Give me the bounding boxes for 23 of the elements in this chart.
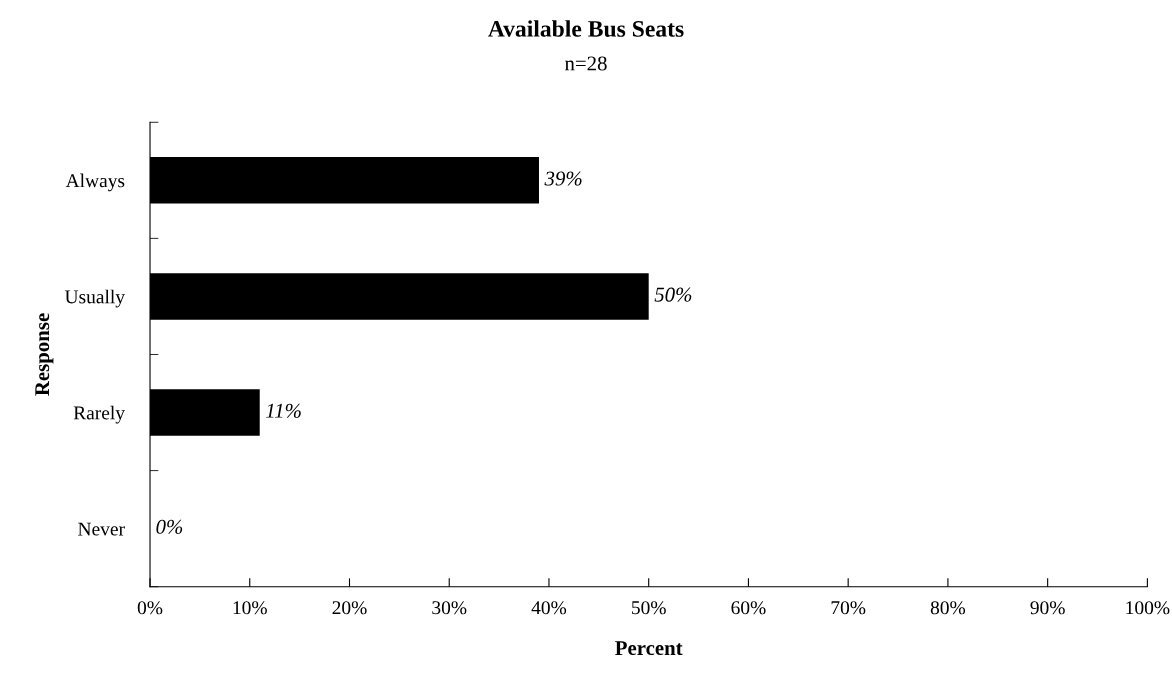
y-tick-label: Never bbox=[78, 522, 125, 536]
chart-subtitle: n=28 bbox=[564, 56, 607, 71]
x-tick-label: 0% bbox=[137, 601, 163, 615]
data-label: 50% bbox=[654, 287, 692, 302]
data-label: 0% bbox=[156, 519, 183, 534]
x-tick-label: 10% bbox=[233, 601, 267, 615]
x-tick-label: 70% bbox=[831, 601, 866, 615]
x-axis-title: Percent bbox=[615, 641, 683, 656]
y-tick-label: Rarely bbox=[73, 405, 125, 424]
x-tick-label: 40% bbox=[531, 601, 567, 615]
x-tick-label: 80% bbox=[930, 601, 966, 615]
y-tick-label: Always bbox=[65, 173, 125, 192]
data-label: 11% bbox=[266, 403, 301, 418]
y-axis-title: Response bbox=[35, 313, 54, 396]
x-tick-label: 90% bbox=[1030, 601, 1065, 615]
x-tick-label: 20% bbox=[332, 601, 367, 615]
x-tick-label: 50% bbox=[632, 601, 666, 615]
data-label: 39% bbox=[544, 171, 582, 186]
x-tick-label: 100% bbox=[1126, 601, 1170, 615]
x-tick-label: 30% bbox=[432, 601, 467, 615]
chart-title: Available Bus Seats bbox=[488, 20, 684, 37]
y-tick-label: Usually bbox=[64, 289, 125, 308]
x-tick-label: 60% bbox=[731, 601, 766, 615]
